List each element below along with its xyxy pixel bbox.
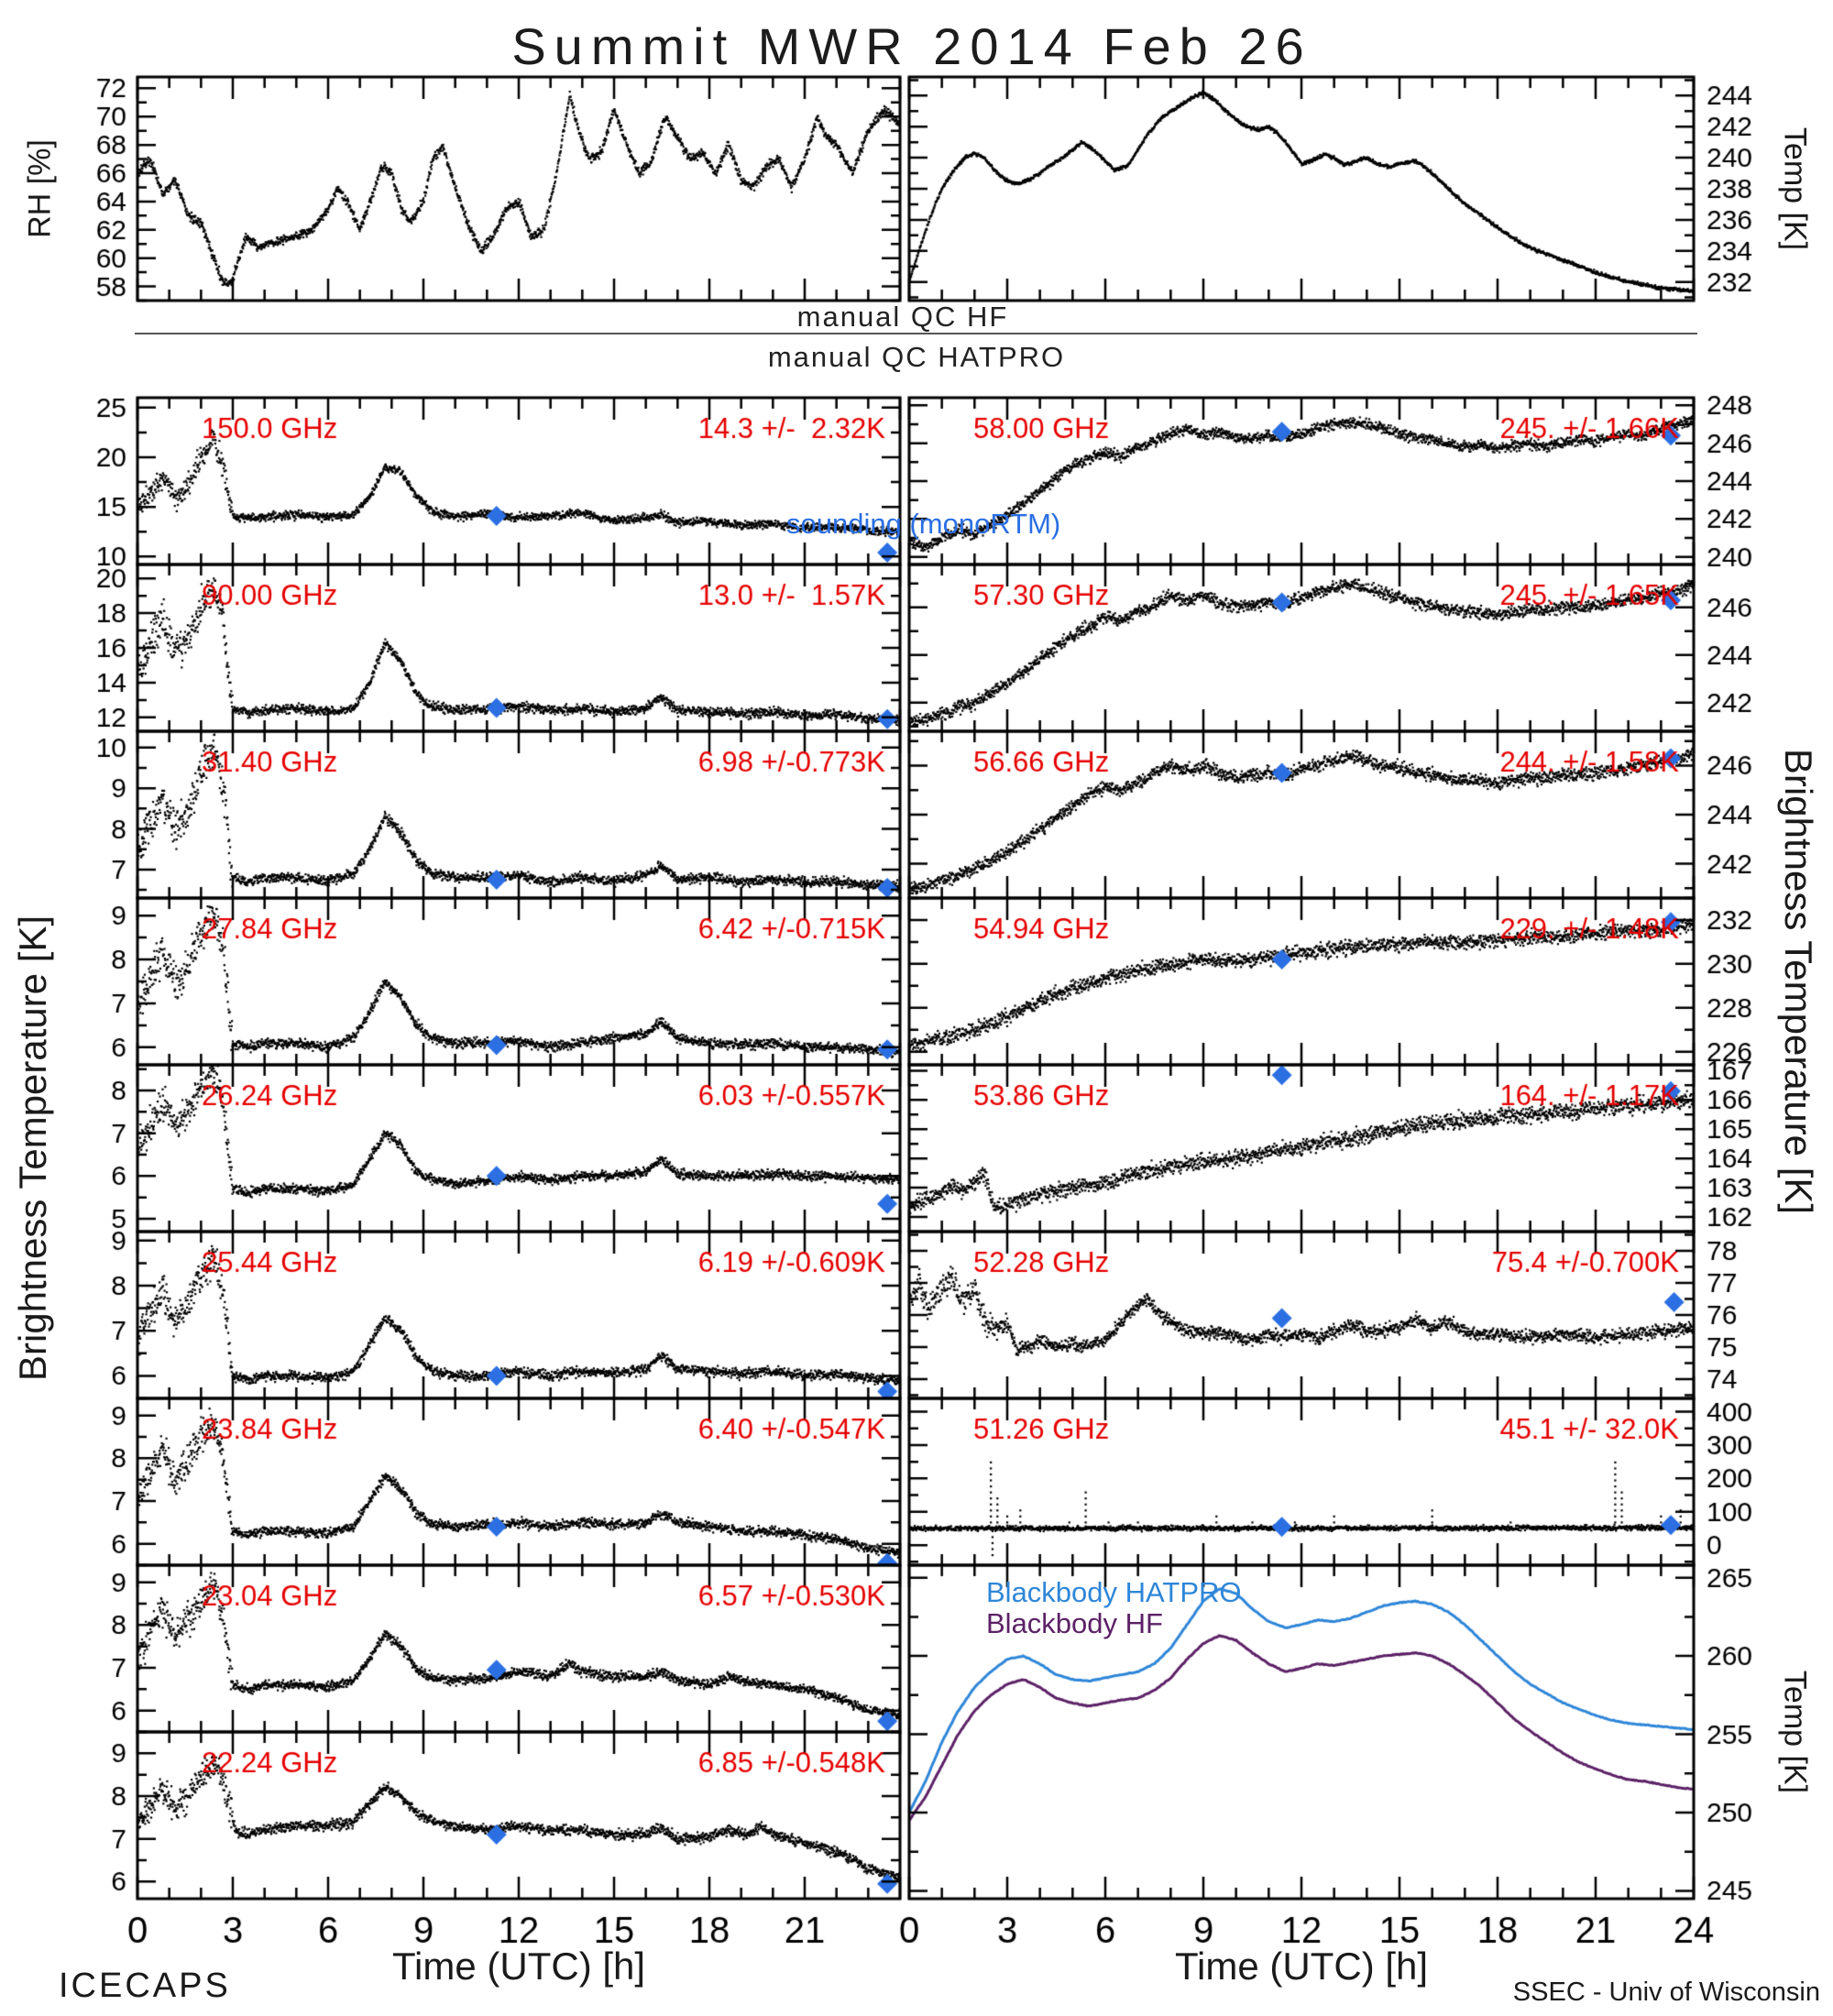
y-axis-label-bt-left: Brightness Temperature [K] — [11, 915, 54, 1382]
qc-divider — [135, 333, 1697, 334]
x-axis-label-left: Time (UTC) [h] — [391, 1945, 646, 1988]
y-axis-label-temp-top: Temp [K] — [1777, 126, 1813, 251]
y-axis-label-bt-right: Brightness Temperature [K] — [1777, 748, 1820, 1215]
footer-ssec: SSEC - Univ of Wisconsin — [1512, 1978, 1820, 2007]
chart-title: Summit MWR 2014 Feb 26 — [511, 17, 1312, 75]
sounding-legend: sounding (monoRTM) — [786, 508, 1061, 540]
blackbody-hf-legend: Blackbody HF — [986, 1607, 1163, 1639]
y-axis-label-temp-bottom: Temp [K] — [1777, 1670, 1813, 1794]
y-axis-label-rh: RH [%] — [22, 139, 58, 238]
x-axis-label-right: Time (UTC) [h] — [1174, 1945, 1429, 1988]
blackbody-hatpro-legend: Blackbody HATPRO — [986, 1576, 1242, 1608]
qc-hatpro-label: manual QC HATPRO — [767, 341, 1066, 373]
footer-icecaps: ICECAPS — [59, 1967, 231, 2005]
qc-hf-label: manual QC HF — [796, 301, 1009, 333]
